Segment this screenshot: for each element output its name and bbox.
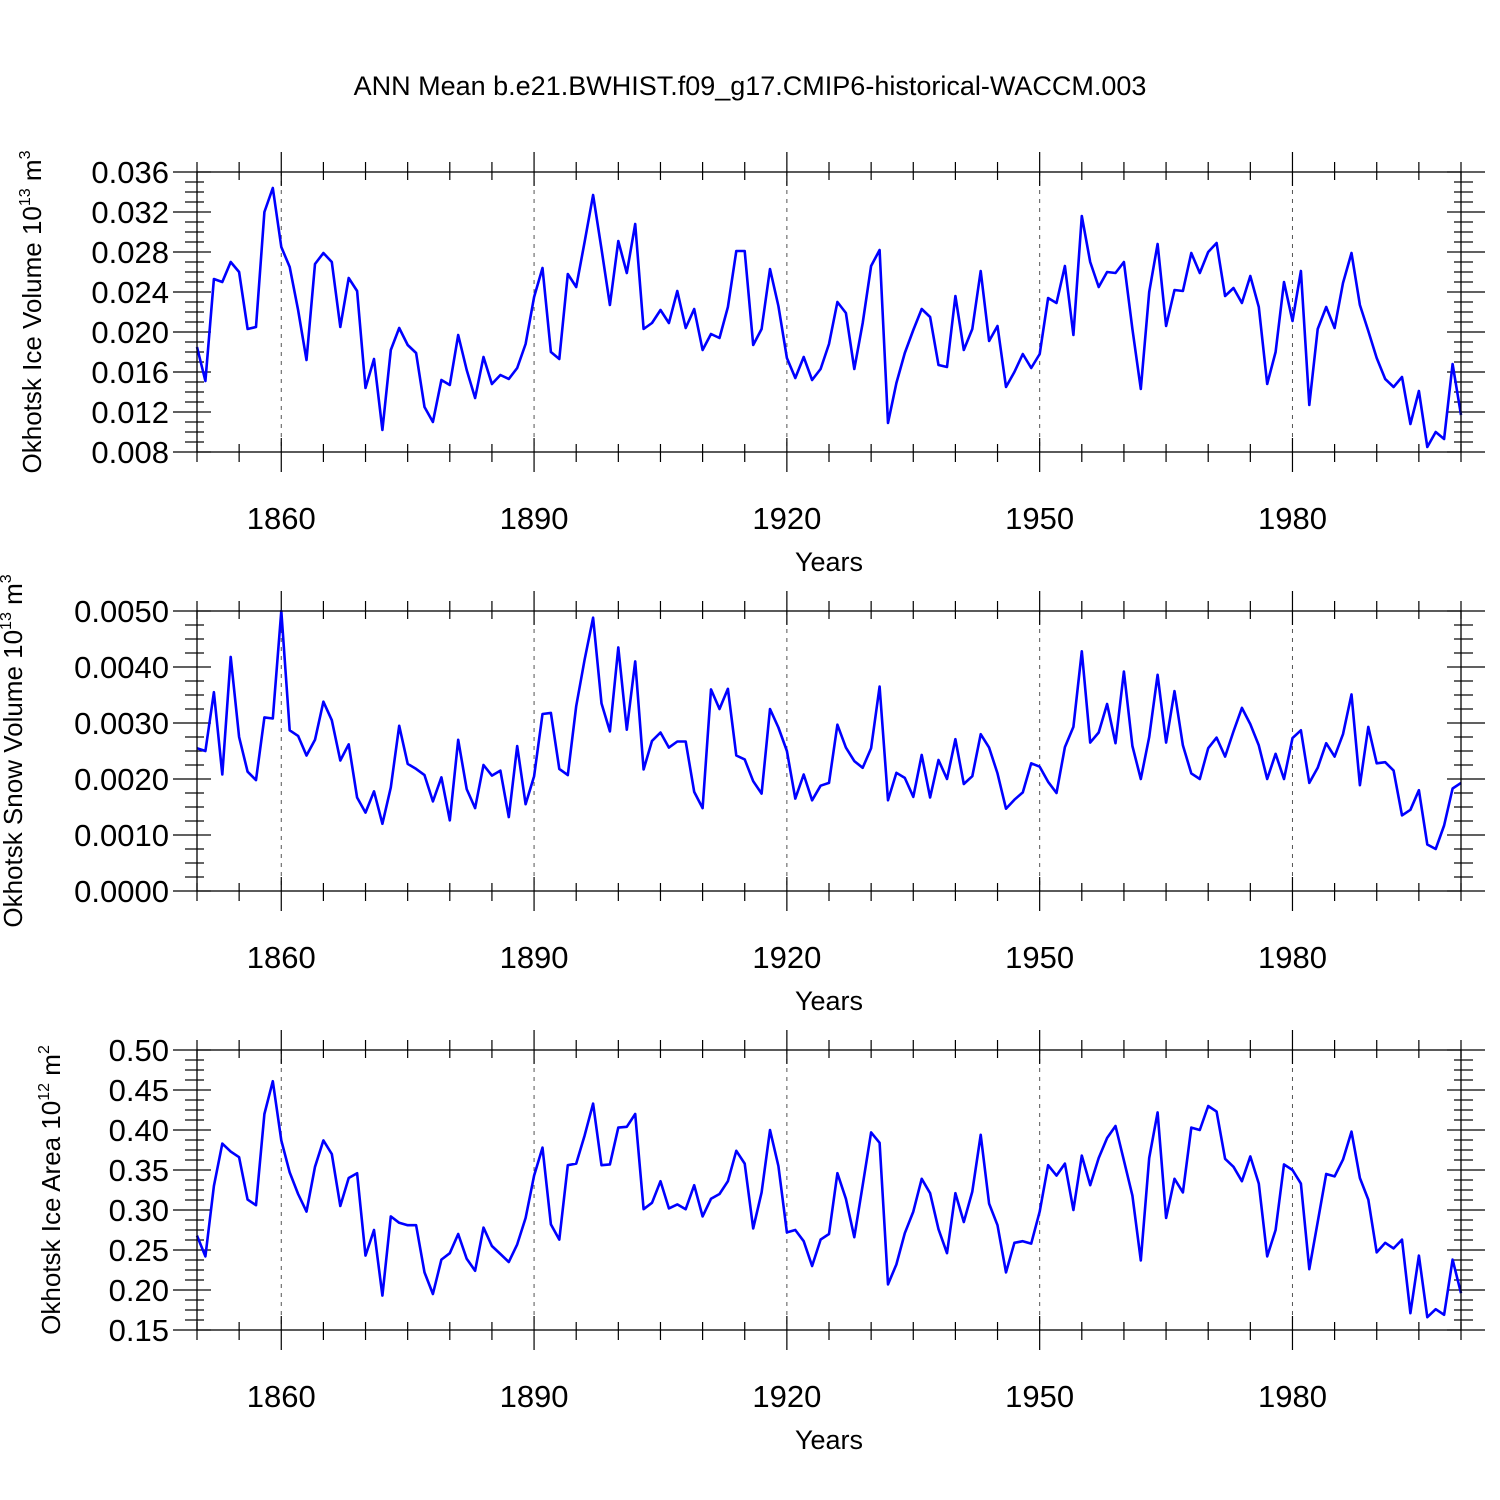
panel-2: 0.0000 0.0010 0.0020 0.0030 0.0040 0.0050 1860…: [0, 574, 1485, 1016]
series-line: [195, 1079, 1463, 1319]
panel-3: 0.15 0.20 0.25 0.30 0.35 0.40 0.45 0.50 1860 1890…: [36, 1030, 1485, 1455]
x-tick-label: 1860: [247, 501, 316, 536]
x-axis-label: Years: [795, 1425, 863, 1455]
y-tick-label: 0.35: [109, 1153, 169, 1188]
panels: 0.008 0.012 0.016 0.020 0.024 0.028 0.032 0.036…: [0, 150, 1485, 1455]
y-tick-label: 0.0050: [74, 594, 169, 629]
y-tick-label: 0.0030: [74, 706, 169, 741]
x-tick-label: 1980: [1258, 1379, 1327, 1414]
x-tick-label: 1890: [500, 1379, 569, 1414]
y-tick-label: 0.028: [91, 235, 169, 270]
y-axis-label: Okhotsk Ice Area 1012 m2: [36, 1045, 66, 1335]
y-tick-label: 0.0040: [74, 650, 169, 685]
x-tick-label: 1980: [1258, 501, 1327, 536]
y-tick-label: 0.016: [91, 355, 169, 390]
y-tick-label: 0.30: [109, 1193, 169, 1228]
series-line: [195, 186, 1463, 449]
plot-frame: [196, 1049, 1462, 1331]
y-tick-label: 0.25: [109, 1233, 169, 1268]
y-tick-label: 0.15: [109, 1313, 169, 1348]
y-tick-label: 0.50: [109, 1033, 169, 1068]
y-tick-label: 0.40: [109, 1113, 169, 1148]
y-tick-label: 0.45: [109, 1073, 169, 1108]
y-tick-label: 0.0010: [74, 818, 169, 853]
y-axis-label: Okhotsk Ice Volume 1013 m3: [17, 150, 47, 473]
x-tick-label: 1950: [1005, 501, 1074, 536]
y-axis-label: Okhotsk Snow Volume 1013 m3: [0, 574, 28, 927]
x-axis-label: Years: [795, 986, 863, 1016]
x-tick-label: 1860: [247, 1379, 316, 1414]
x-tick-label: 1950: [1005, 1379, 1074, 1414]
plot-frame: [196, 610, 1462, 892]
y-tick-label: 0.032: [91, 195, 169, 230]
y-tick-label: 0.20: [109, 1273, 169, 1308]
chart-title: ANN Mean b.e21.BWHIST.f09_g17.CMIP6-hist…: [354, 71, 1147, 101]
y-tick-label: 0.036: [91, 155, 169, 190]
x-tick-label: 1920: [752, 1379, 821, 1414]
x-tick-label: 1860: [247, 940, 316, 975]
x-tick-label: 1920: [752, 501, 821, 536]
x-tick-label: 1890: [500, 501, 569, 536]
y-tick-label: 0.012: [91, 395, 169, 430]
x-tick-label: 1890: [500, 940, 569, 975]
series-line: [196, 609, 1462, 851]
y-tick-label: 0.020: [91, 315, 169, 350]
y-tick-label: 0.024: [91, 275, 169, 310]
x-tick-label: 1920: [752, 940, 821, 975]
x-axis-label: Years: [795, 547, 863, 577]
y-tick-label: 0.0000: [74, 874, 169, 909]
x-tick-label: 1950: [1005, 940, 1074, 975]
x-tick-label: 1980: [1258, 940, 1327, 975]
plot-frame: [196, 171, 1462, 453]
y-tick-label: 0.008: [91, 435, 169, 470]
y-tick-label: 0.0020: [74, 762, 169, 797]
panel-1: 0.008 0.012 0.016 0.020 0.024 0.028 0.032 0.036…: [17, 150, 1485, 577]
